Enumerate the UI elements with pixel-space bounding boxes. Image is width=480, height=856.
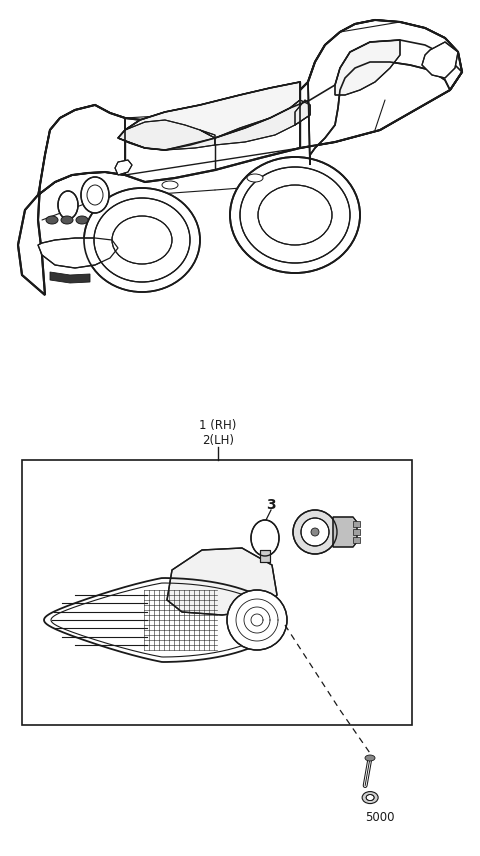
Polygon shape	[422, 42, 458, 78]
Polygon shape	[353, 521, 360, 527]
Ellipse shape	[301, 518, 329, 546]
Polygon shape	[353, 529, 360, 535]
Polygon shape	[38, 238, 118, 268]
Text: 3: 3	[266, 498, 276, 512]
Ellipse shape	[251, 520, 279, 556]
Polygon shape	[333, 517, 357, 547]
Text: 1 (RH): 1 (RH)	[199, 419, 237, 431]
Ellipse shape	[362, 792, 378, 804]
Text: 2(LH): 2(LH)	[202, 433, 234, 447]
Polygon shape	[260, 550, 270, 562]
Polygon shape	[50, 272, 90, 283]
Ellipse shape	[227, 590, 287, 650]
Ellipse shape	[84, 188, 200, 292]
Ellipse shape	[366, 794, 374, 800]
Polygon shape	[118, 120, 215, 150]
Polygon shape	[38, 105, 125, 195]
Ellipse shape	[46, 216, 58, 224]
Polygon shape	[335, 40, 400, 95]
Polygon shape	[118, 82, 300, 150]
Ellipse shape	[61, 216, 73, 224]
Polygon shape	[200, 100, 310, 145]
Ellipse shape	[365, 755, 375, 761]
Bar	[22, 460, 412, 725]
Polygon shape	[167, 548, 277, 615]
Ellipse shape	[162, 181, 178, 189]
Polygon shape	[308, 20, 462, 165]
Ellipse shape	[94, 198, 190, 282]
Ellipse shape	[293, 510, 337, 554]
Polygon shape	[295, 100, 310, 125]
Ellipse shape	[112, 216, 172, 264]
Polygon shape	[118, 40, 462, 150]
Ellipse shape	[311, 528, 319, 536]
Ellipse shape	[81, 177, 109, 213]
Polygon shape	[18, 20, 462, 295]
Polygon shape	[353, 537, 360, 543]
Ellipse shape	[240, 167, 350, 263]
Ellipse shape	[247, 174, 263, 182]
Ellipse shape	[258, 185, 332, 245]
Ellipse shape	[58, 191, 78, 219]
Text: 5000: 5000	[365, 811, 395, 823]
Ellipse shape	[76, 216, 88, 224]
Ellipse shape	[230, 157, 360, 273]
Polygon shape	[115, 160, 132, 175]
